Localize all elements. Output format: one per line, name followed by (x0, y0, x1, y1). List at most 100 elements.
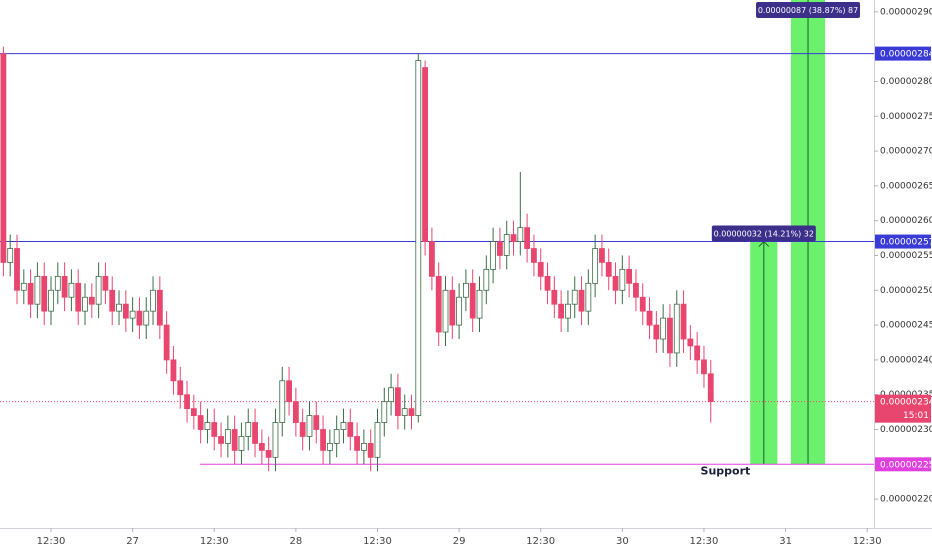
candle-body (381, 401, 388, 423)
candle-body (469, 282, 476, 319)
candle-body (558, 303, 565, 319)
candle-body (673, 303, 680, 354)
candle-body (292, 401, 299, 423)
candle-body (694, 345, 701, 361)
candle-body (401, 408, 408, 416)
candle-body (449, 289, 456, 326)
x-tick-label: 27 (126, 536, 139, 547)
candle-body (41, 275, 48, 312)
candle-body (14, 248, 20, 291)
y-tick-label: 0.00000290 (880, 7, 932, 17)
candle-body (102, 275, 109, 291)
candle-body (524, 227, 531, 249)
candle-body (224, 429, 231, 444)
price-label: 0.00000284 (880, 50, 932, 60)
candle-body (633, 282, 639, 298)
plot-area: Support (0, 0, 874, 477)
candle-body (619, 268, 626, 291)
candle-body (150, 289, 156, 312)
x-tick-label: 12:30 (690, 536, 719, 547)
y-tick-label: 0.00000240 (880, 355, 932, 365)
price-label: 0.00000257 (880, 238, 932, 248)
candle-body (510, 234, 517, 242)
candle-body (184, 394, 190, 410)
candle-body (54, 275, 61, 291)
candle-body (170, 359, 177, 382)
candle-body (646, 310, 653, 326)
candle-body (571, 289, 578, 305)
candle-body (388, 387, 394, 403)
candle-body (265, 449, 272, 458)
x-tick-label: 12:30 (853, 536, 882, 547)
candle-body (456, 296, 463, 326)
candle-body (258, 443, 265, 451)
candle-body (313, 415, 320, 430)
candle-body (163, 324, 170, 361)
candle-body (605, 262, 612, 277)
candle-body (0, 53, 7, 263)
candle-body (612, 275, 619, 291)
candle-body (680, 303, 687, 340)
candle-body (122, 303, 129, 319)
candle-body (7, 248, 14, 263)
candle-body (707, 373, 714, 403)
candle-body (497, 241, 503, 256)
candle-body (61, 275, 68, 298)
candle-body (415, 60, 422, 416)
y-tick-label: 0.00000250 (880, 286, 932, 296)
y-tick-label: 0.00000245 (880, 321, 932, 331)
candle-body (537, 262, 544, 277)
candle-body (211, 422, 218, 437)
candle-body (442, 289, 449, 333)
y-tick-label: 0.00000230 (880, 425, 932, 435)
candle-body (367, 443, 374, 458)
candle-body (687, 338, 694, 347)
candle-body (88, 296, 95, 305)
candle-body (565, 303, 571, 319)
range-label-box (756, 2, 861, 18)
candle-body (360, 443, 367, 451)
y-tick-label: 0.00000275 (880, 112, 932, 122)
candle-body (667, 317, 673, 354)
candle-body (408, 408, 415, 416)
x-tick-label: 31 (779, 536, 792, 547)
price-label-box (875, 394, 931, 423)
candle-body (374, 422, 381, 458)
candle-body (95, 275, 102, 305)
range-label: 0.00000087 (38.87%) 87 (758, 6, 858, 15)
candle-body (585, 282, 592, 312)
x-tick-label: 12:30 (200, 536, 229, 547)
candle-body (68, 282, 75, 298)
price-label-box (875, 234, 931, 249)
countdown-label: 15:01 (903, 411, 929, 421)
candle-body (544, 275, 551, 291)
candle-body (483, 268, 490, 291)
x-tick-label: 30 (616, 536, 629, 547)
y-tick-label: 0.00000220 (880, 495, 932, 505)
candle-body (82, 296, 88, 312)
range-label: 0.00000032 (14.21%) 32 (714, 230, 814, 239)
price-label-box (875, 457, 931, 472)
candle-body (204, 422, 211, 430)
candle-body (599, 248, 605, 263)
candle-body (279, 380, 286, 423)
candle-body (20, 282, 27, 291)
candle-body (218, 436, 224, 444)
x-tick-label: 12:30 (37, 536, 66, 547)
candle-body (109, 289, 116, 312)
candle-body (286, 380, 292, 403)
candle-body (517, 227, 524, 242)
x-tick-label: 28 (290, 536, 303, 547)
candle-body (306, 415, 313, 437)
x-tick-label: 29 (453, 536, 466, 547)
candle-body (592, 248, 599, 284)
candle-body (177, 380, 184, 396)
range-label-box (711, 225, 816, 242)
candle-body (347, 422, 354, 437)
candle-body (75, 282, 82, 312)
candle-body (197, 415, 204, 430)
candle-body (354, 436, 360, 451)
candle-body (156, 289, 163, 326)
candle-body (476, 289, 483, 319)
candle-body (326, 443, 333, 451)
